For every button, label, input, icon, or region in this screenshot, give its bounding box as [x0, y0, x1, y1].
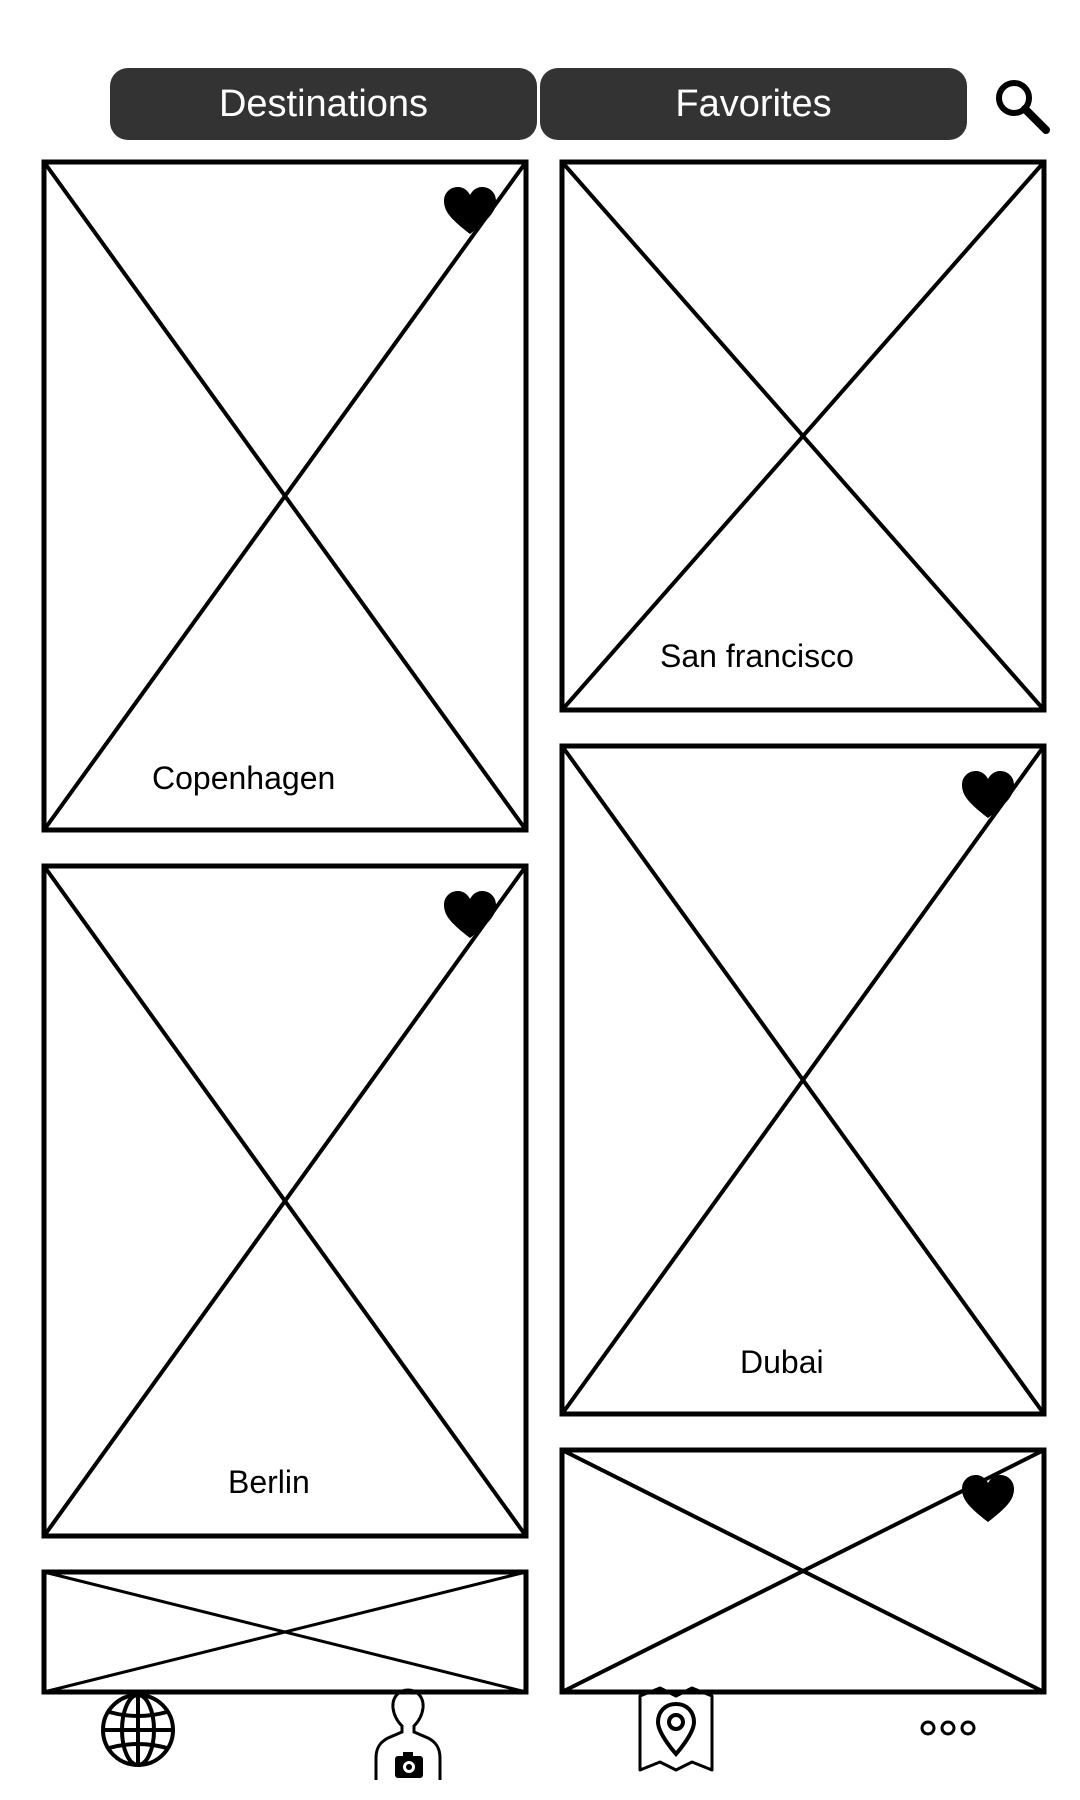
image-placeholder: [559, 159, 1047, 713]
photographer-icon: [374, 1688, 442, 1780]
image-placeholder: [41, 1569, 529, 1695]
card-label: Copenhagen: [152, 760, 336, 796]
map-pin-icon: [638, 1686, 714, 1772]
heart-icon[interactable]: [442, 186, 498, 236]
card-label: Dubai: [740, 1344, 824, 1380]
destination-card-san-francisco[interactable]: San francisco: [559, 159, 1047, 713]
card-label: Berlin: [228, 1464, 310, 1500]
tab-destinations[interactable]: Destinations: [110, 68, 537, 140]
tab-favorites[interactable]: Favorites: [540, 68, 967, 140]
nav-globe[interactable]: [98, 1690, 178, 1770]
destination-card-copenhagen[interactable]: Copenhagen: [41, 159, 529, 833]
destination-card-berlin[interactable]: Berlin: [41, 863, 529, 1539]
image-placeholder: [41, 159, 529, 833]
globe-icon: [101, 1693, 175, 1767]
image-placeholder: [559, 743, 1047, 1417]
destination-card-dubai[interactable]: Dubai: [559, 743, 1047, 1417]
tab-destinations-label: Destinations: [218, 82, 429, 125]
more-icon: [920, 1720, 976, 1736]
heart-icon[interactable]: [442, 890, 498, 940]
destination-card[interactable]: [559, 1447, 1047, 1695]
nav-more[interactable]: [920, 1716, 976, 1740]
image-placeholder: [41, 863, 529, 1539]
destination-card[interactable]: [41, 1569, 529, 1695]
nav-photographer[interactable]: [372, 1686, 444, 1782]
tab-favorites-label: Favorites: [675, 82, 832, 125]
heart-icon[interactable]: [960, 1474, 1016, 1524]
card-label: San francisco: [660, 638, 854, 674]
nav-map[interactable]: [636, 1684, 716, 1774]
search-icon[interactable]: [992, 76, 1052, 136]
heart-icon[interactable]: [960, 770, 1016, 820]
